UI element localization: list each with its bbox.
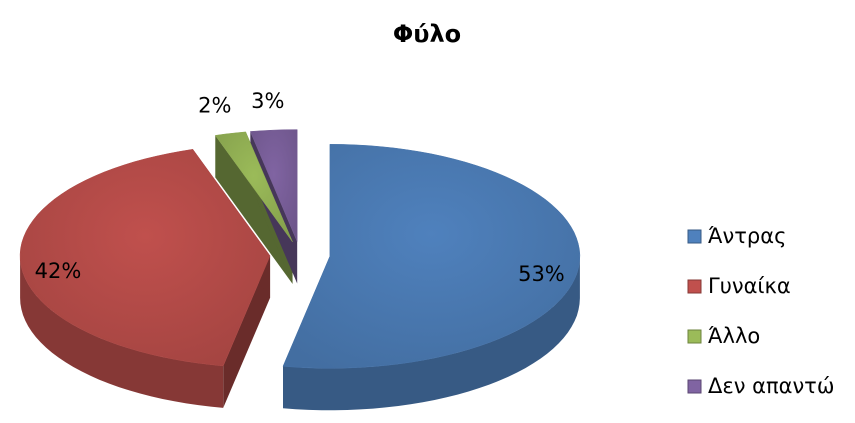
legend-label: Δεν απαντώ (708, 374, 834, 398)
legend-swatch (687, 229, 702, 244)
legend-swatch (687, 279, 702, 294)
legend-label: Άντρας (708, 224, 786, 248)
data-label: 3% (251, 89, 284, 113)
slice (214, 131, 293, 243)
chart-title: Φύλο (393, 20, 461, 48)
data-label: 53% (518, 262, 565, 286)
slice (19, 149, 271, 367)
slice (282, 144, 581, 369)
slice-side (215, 135, 293, 284)
slice (249, 129, 298, 242)
legend-label: Γυναίκα (708, 274, 791, 298)
legend-swatch (687, 329, 702, 344)
data-label: 42% (35, 259, 82, 283)
data-label: 2% (198, 93, 231, 117)
legend-swatch (687, 379, 702, 394)
legend-label: Άλλο (708, 324, 760, 348)
slice-wall (20, 255, 224, 408)
slice-wall (283, 256, 580, 411)
slice-side (223, 255, 271, 408)
